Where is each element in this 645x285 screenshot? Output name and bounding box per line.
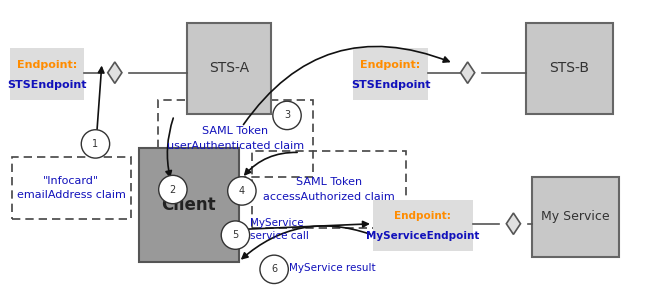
Text: 1: 1 — [92, 139, 99, 149]
Ellipse shape — [228, 177, 256, 205]
Text: 2: 2 — [170, 184, 176, 195]
Text: STS-A: STS-A — [209, 61, 249, 76]
Text: STSEndpoint: STSEndpoint — [7, 80, 86, 90]
Text: Endpoint:: Endpoint: — [17, 60, 77, 70]
Bar — [158, 100, 313, 177]
Text: Endpoint:: Endpoint: — [361, 60, 421, 70]
Ellipse shape — [159, 175, 187, 204]
Text: MyServiceEndpoint: MyServiceEndpoint — [366, 231, 479, 241]
Polygon shape — [108, 62, 122, 83]
Text: MyService result: MyService result — [289, 263, 375, 274]
Text: SAML Token
userAuthenticated claim: SAML Token userAuthenticated claim — [167, 126, 304, 151]
Bar — [187, 23, 271, 114]
Text: My Service: My Service — [541, 210, 610, 223]
Bar — [12, 157, 131, 219]
Text: 6: 6 — [271, 264, 277, 274]
Ellipse shape — [81, 130, 110, 158]
Polygon shape — [506, 213, 521, 234]
Bar — [373, 200, 473, 251]
Ellipse shape — [221, 221, 250, 249]
Bar — [252, 151, 406, 228]
Ellipse shape — [260, 255, 288, 284]
Text: 3: 3 — [284, 110, 290, 121]
Text: STSEndpoint: STSEndpoint — [351, 80, 430, 90]
Bar — [526, 23, 613, 114]
Text: "Infocard"
emailAddress claim: "Infocard" emailAddress claim — [17, 176, 126, 201]
Text: Endpoint:: Endpoint: — [394, 211, 451, 221]
Text: 5: 5 — [232, 230, 239, 240]
Text: Client: Client — [161, 196, 216, 214]
Bar — [139, 148, 239, 262]
Text: STS-B: STS-B — [549, 61, 590, 76]
Text: MyService
service call: MyService service call — [250, 218, 309, 241]
Polygon shape — [461, 62, 475, 83]
Bar — [532, 177, 619, 256]
Bar — [353, 48, 428, 100]
Text: SAML Token
accessAuthorized claim: SAML Token accessAuthorized claim — [263, 177, 395, 202]
Ellipse shape — [273, 101, 301, 130]
Bar — [10, 48, 84, 100]
Text: 4: 4 — [239, 186, 245, 196]
